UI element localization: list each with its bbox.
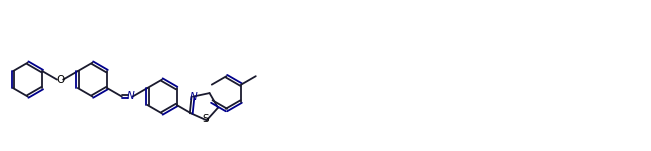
Text: O: O: [56, 75, 64, 85]
Text: S: S: [203, 114, 210, 124]
Text: N: N: [190, 92, 198, 102]
Text: N: N: [126, 91, 134, 101]
